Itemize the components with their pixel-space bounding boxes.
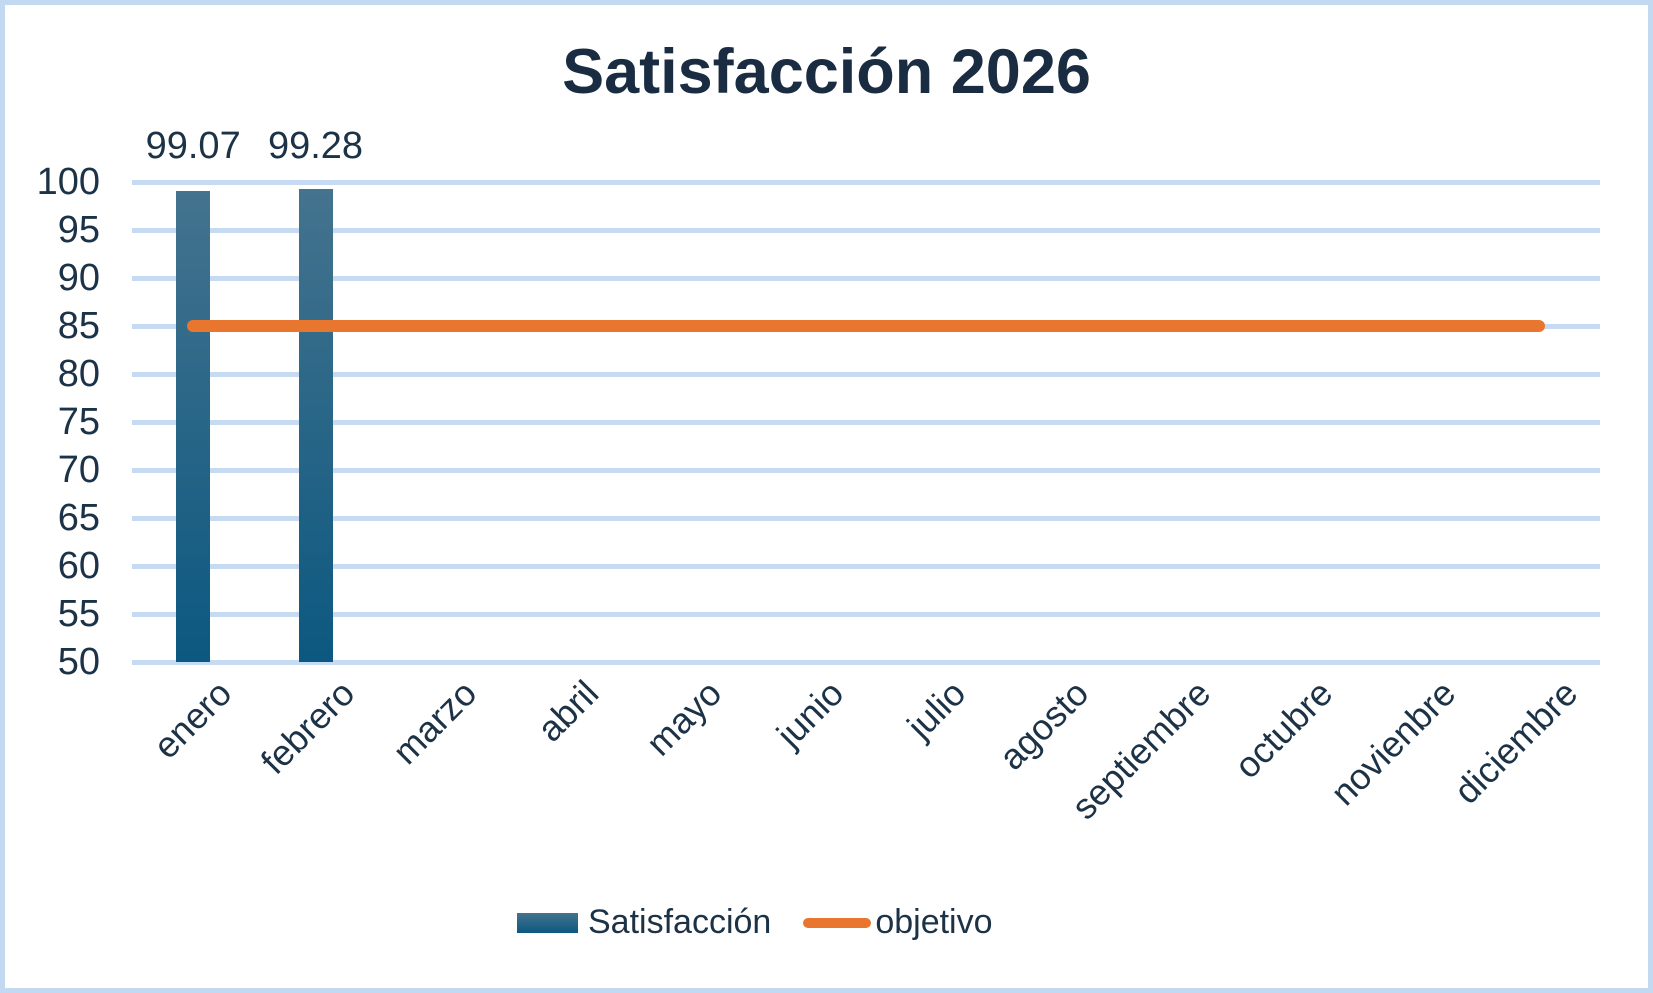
- legend-item-satisfacción: Satisfacción: [517, 903, 771, 942]
- legend-label-satisfacción: Satisfacción: [588, 903, 772, 941]
- legend-line-swatch: [803, 917, 872, 928]
- gridline-60: [132, 563, 1600, 569]
- y-axis-tick-label-80: 80: [57, 353, 100, 395]
- gridline-100: [132, 179, 1600, 185]
- chart-title: Satisfacción 2026: [562, 37, 1091, 107]
- gridline-55: [132, 611, 1600, 617]
- gridline-65: [132, 515, 1600, 521]
- data-label-enero: 99.07: [145, 125, 241, 167]
- y-axis-tick-label-55: 55: [57, 593, 100, 635]
- legend-label-objetivo: objetivo: [875, 903, 993, 941]
- y-axis-tick-label-60: 60: [57, 545, 100, 587]
- gridline-75: [132, 419, 1600, 425]
- y-axis-tick-label-95: 95: [57, 209, 100, 251]
- gridline-95: [132, 227, 1600, 233]
- y-axis-tick-label-85: 85: [57, 305, 100, 347]
- legend: Satisfacción objetivo: [517, 903, 993, 942]
- objetivo-line: [187, 320, 1545, 332]
- y-axis-tick-label-75: 75: [57, 401, 100, 443]
- gridline-70: [132, 467, 1600, 473]
- y-axis-tick-label-90: 90: [57, 257, 100, 299]
- gridline-50: [132, 659, 1600, 665]
- legend-item-objetivo: objetivo: [803, 903, 993, 942]
- y-axis-tick-label-50: 50: [57, 641, 100, 683]
- data-label-febrero: 99.28: [267, 125, 364, 167]
- gridline-90: [132, 275, 1600, 281]
- bar-febrero: [298, 188, 333, 662]
- y-axis-tick-label-100: 100: [36, 161, 100, 203]
- gridline-80: [132, 371, 1600, 377]
- y-axis-tick-label-65: 65: [57, 497, 100, 539]
- y-axis-tick-label-70: 70: [57, 449, 100, 491]
- bar-enero: [176, 190, 211, 662]
- legend-bar-swatch: [517, 912, 578, 933]
